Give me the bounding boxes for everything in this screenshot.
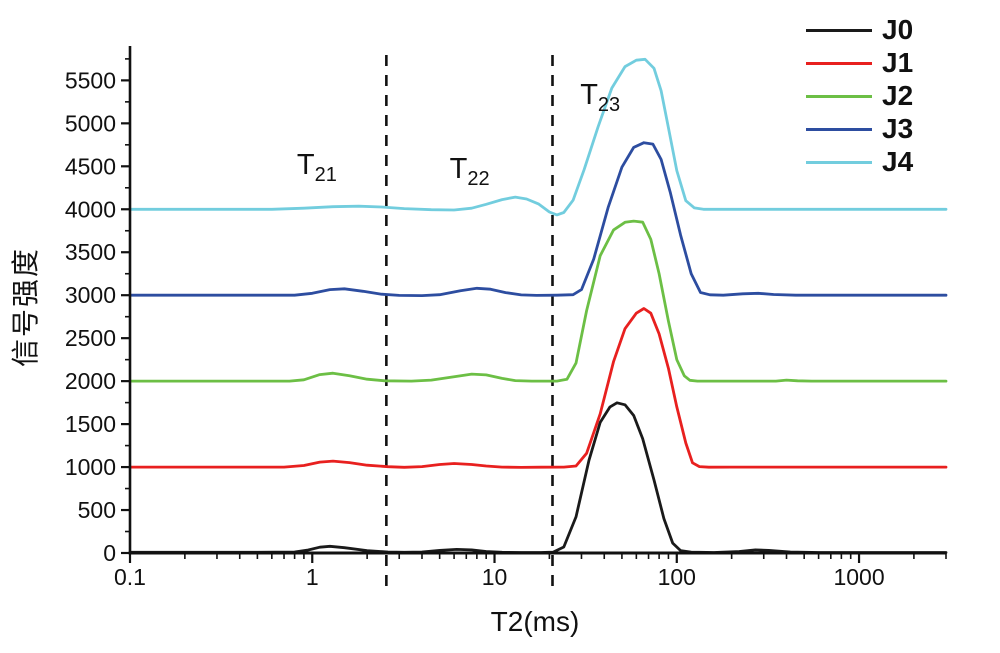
annotation-T21: T21 xyxy=(296,149,337,186)
series-line-J3 xyxy=(128,141,948,297)
legend-line-swatch xyxy=(806,127,872,131)
legend-item-J4: J4 xyxy=(806,146,914,177)
legend-item-J0: J0 xyxy=(806,14,914,45)
y-tick-label: 2000 xyxy=(65,368,116,394)
y-tick-label: 1500 xyxy=(65,411,116,437)
annotation-T22: T22 xyxy=(449,153,490,191)
legend-label: J1 xyxy=(882,47,914,78)
legend-label: J3 xyxy=(882,113,914,144)
x-tick-label: 1000 xyxy=(833,564,884,590)
y-tick-label: 4000 xyxy=(65,196,116,222)
y-axis-title: 信号强度 xyxy=(10,247,41,368)
legend-item-J3: J3 xyxy=(806,113,914,144)
annotation-T23: T23 xyxy=(580,78,621,116)
x-tick-label: 10 xyxy=(482,564,508,590)
x-axis-title: T2(ms) xyxy=(490,606,580,637)
legend: J0 J1 J2 J3 J4 xyxy=(806,14,914,177)
series-line-J1 xyxy=(128,307,948,469)
y-tick-label: 4500 xyxy=(65,153,116,179)
y-tick-label: 2500 xyxy=(65,325,116,351)
x-tick-label: 1 xyxy=(306,564,319,590)
legend-line-swatch xyxy=(806,94,872,98)
legend-item-J1: J1 xyxy=(806,47,914,78)
x-tick-label: 100 xyxy=(658,564,696,590)
y-tick-label: 5000 xyxy=(65,110,116,136)
legend-label: J4 xyxy=(882,146,914,177)
x-tick-label: 0.1 xyxy=(114,564,146,590)
legend-label: J0 xyxy=(882,14,914,45)
legend-line-swatch xyxy=(806,160,872,164)
y-tick-label: 3500 xyxy=(65,239,116,265)
legend-line-swatch xyxy=(806,61,872,65)
y-tick-label: 500 xyxy=(78,497,116,523)
y-tick-label: 5500 xyxy=(65,67,116,93)
legend-label: J2 xyxy=(882,80,914,111)
y-tick-label: 1000 xyxy=(65,454,116,480)
series-line-J2 xyxy=(128,219,948,383)
y-tick-label: 0 xyxy=(103,540,116,566)
series-line-J4 xyxy=(128,57,948,217)
series-line-J0 xyxy=(128,401,948,554)
y-tick-label: 3000 xyxy=(65,282,116,308)
legend-line-swatch xyxy=(806,28,872,32)
legend-item-J2: J2 xyxy=(806,80,914,111)
